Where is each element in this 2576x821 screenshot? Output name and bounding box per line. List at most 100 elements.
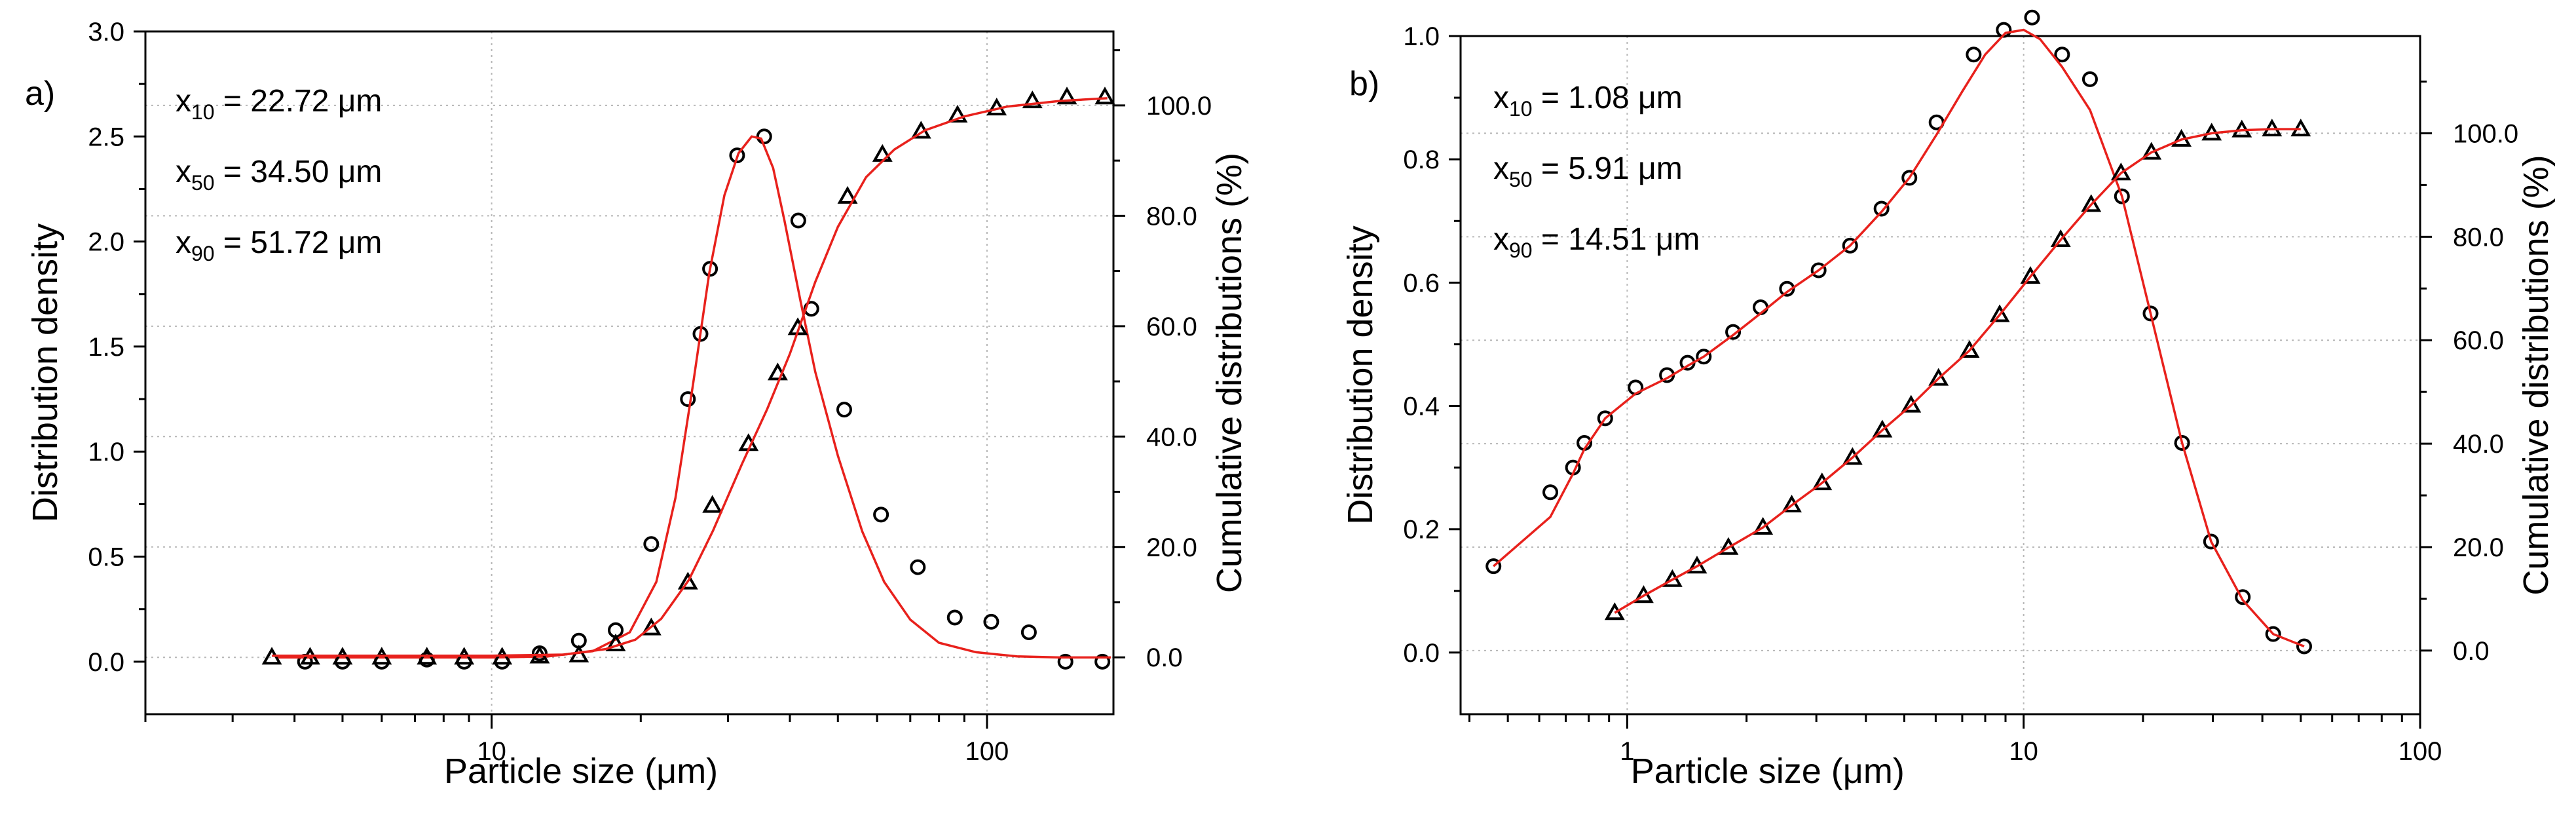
panel-label: a) <box>25 75 55 113</box>
data-point-triangle <box>872 143 893 162</box>
y2-tick-label: 80.0 <box>2453 223 2504 252</box>
fit-curve <box>1493 28 2305 648</box>
stat-line: x10 = 22.72 μm <box>176 84 382 124</box>
data-point-triangle <box>1687 556 1708 574</box>
stat-line: x90 = 14.51 μm <box>1493 222 1700 262</box>
stat-value: = 51.72 μm <box>215 225 383 260</box>
plot-frame <box>144 30 1115 716</box>
y-axis-label: Distribution density <box>26 223 65 522</box>
data-point-circle <box>1542 484 1559 501</box>
stat-line: x10 = 1.08 μm <box>1493 81 1683 121</box>
data-point-circle <box>2114 188 2130 204</box>
y2-ticks <box>1113 49 1125 659</box>
panel-a: 10 100 0.0 0.5 1.0 1.5 2.0 2.5 3.0 0.0 20.0 40.0 60.… <box>25 18 1249 791</box>
stat-symbol: x <box>176 225 191 260</box>
plot-frame <box>1459 35 2421 716</box>
y2-tick-label: 20.0 <box>1146 533 1197 562</box>
data-point-circle <box>1094 653 1111 670</box>
data-point-circle <box>2296 638 2312 655</box>
data-point-circle <box>2203 533 2219 550</box>
y2-axis-label: Cumulative distributions (%) <box>1210 153 1249 593</box>
x-ticks <box>144 714 988 729</box>
y-axis-label: Distribution density <box>1341 225 1380 524</box>
data-point-circle <box>756 128 772 145</box>
data-point-circle <box>2024 9 2040 26</box>
y2-tick-label: 60.0 <box>1146 313 1197 341</box>
y-tick-label: 1.5 <box>88 333 124 362</box>
fit-curve <box>1614 128 2301 614</box>
y-tick-label: 0.8 <box>1403 145 1440 174</box>
data-point-circle <box>1966 47 1982 63</box>
y2-tick-label: 20.0 <box>2453 533 2504 562</box>
x-ticks <box>1468 714 2421 729</box>
stat-line: x50 = 34.50 μm <box>176 155 382 195</box>
series-3 <box>272 97 1108 657</box>
data-point-circle <box>2142 305 2159 322</box>
x-tick-label: 10 <box>477 737 506 766</box>
y-tick-label: 0.5 <box>88 543 124 572</box>
stat-line: x50 = 5.91 μm <box>1493 151 1683 191</box>
data-point-triangle <box>605 633 626 652</box>
data-point-circle <box>790 212 806 229</box>
y2-tick-label: 60.0 <box>2453 326 2504 355</box>
data-point-triangle <box>1872 419 1893 438</box>
y2-tick-label: 0.0 <box>1146 643 1183 672</box>
data-point-circle <box>1057 653 1073 670</box>
y-tick-label: 3.0 <box>88 18 124 47</box>
x-tick-label: 100 <box>965 737 1009 766</box>
data-point-triangle <box>1022 90 1043 109</box>
data-point-circle <box>1753 299 1769 315</box>
panel-label: b) <box>1349 65 1379 103</box>
data-point-triangle <box>1901 394 1922 413</box>
data-point-circle <box>910 559 926 575</box>
data-point-circle <box>1696 349 1712 365</box>
x-tick-label: 10 <box>2009 737 2038 766</box>
y-tick-label: 0.0 <box>88 648 124 677</box>
x-tick-label: 100 <box>2399 737 2442 766</box>
data-point-triangle <box>1056 86 1077 105</box>
data-point-triangle <box>1959 339 1980 358</box>
data-point-triangle <box>2050 229 2071 248</box>
data-point-triangle <box>702 495 723 513</box>
data-point-triangle <box>1812 472 1833 491</box>
y2-tick-label: 40.0 <box>1146 423 1197 451</box>
y-tick-label: 1.0 <box>1403 22 1440 51</box>
data-point-circle <box>2081 71 2098 87</box>
y2-tick-label: 40.0 <box>2453 430 2504 459</box>
data-point-circle <box>1020 624 1037 640</box>
stat-value: = 1.08 μm <box>1533 81 1683 115</box>
y-tick-label: 0.4 <box>1403 392 1440 421</box>
series-1 <box>1493 28 2305 648</box>
data-point-triangle <box>1928 368 1949 386</box>
y-ticks <box>134 30 145 663</box>
stat-symbol: x <box>176 155 191 189</box>
y2-tick-label: 80.0 <box>1146 202 1197 231</box>
data-point-circle <box>643 536 660 552</box>
y-tick-label: 0.6 <box>1403 269 1440 297</box>
data-point-circle <box>2265 626 2281 642</box>
data-point-circle <box>729 147 745 164</box>
stat-symbol: x <box>176 84 191 119</box>
y2-tick-label: 0.0 <box>2453 637 2490 666</box>
stat-subscript: 90 <box>191 242 215 265</box>
y-tick-label: 0.2 <box>1403 516 1440 544</box>
series-2 <box>261 86 1115 665</box>
x-axis-label: Particle size (μm) <box>444 752 718 791</box>
data-point-circle <box>1842 237 1858 254</box>
stat-value: = 5.91 μm <box>1533 151 1683 186</box>
stat-value: = 14.51 μm <box>1533 222 1700 257</box>
stat-symbol: x <box>1493 151 1509 186</box>
data-point-triangle <box>1782 495 1802 513</box>
data-point-triangle <box>677 571 698 590</box>
stat-symbol: x <box>1493 222 1509 257</box>
stat-line: x90 = 51.72 μm <box>176 225 382 265</box>
stat-symbol: x <box>1493 81 1509 115</box>
data-point-triangle <box>2110 162 2131 181</box>
data-point-circle <box>680 391 696 408</box>
data-point-circle <box>1810 262 1827 278</box>
y2-tick-label: 100.0 <box>1146 92 1212 121</box>
data-point-triangle <box>1842 447 1863 465</box>
y2-ticks <box>2420 80 2432 652</box>
x-tick-label: 1 <box>1620 737 1634 766</box>
